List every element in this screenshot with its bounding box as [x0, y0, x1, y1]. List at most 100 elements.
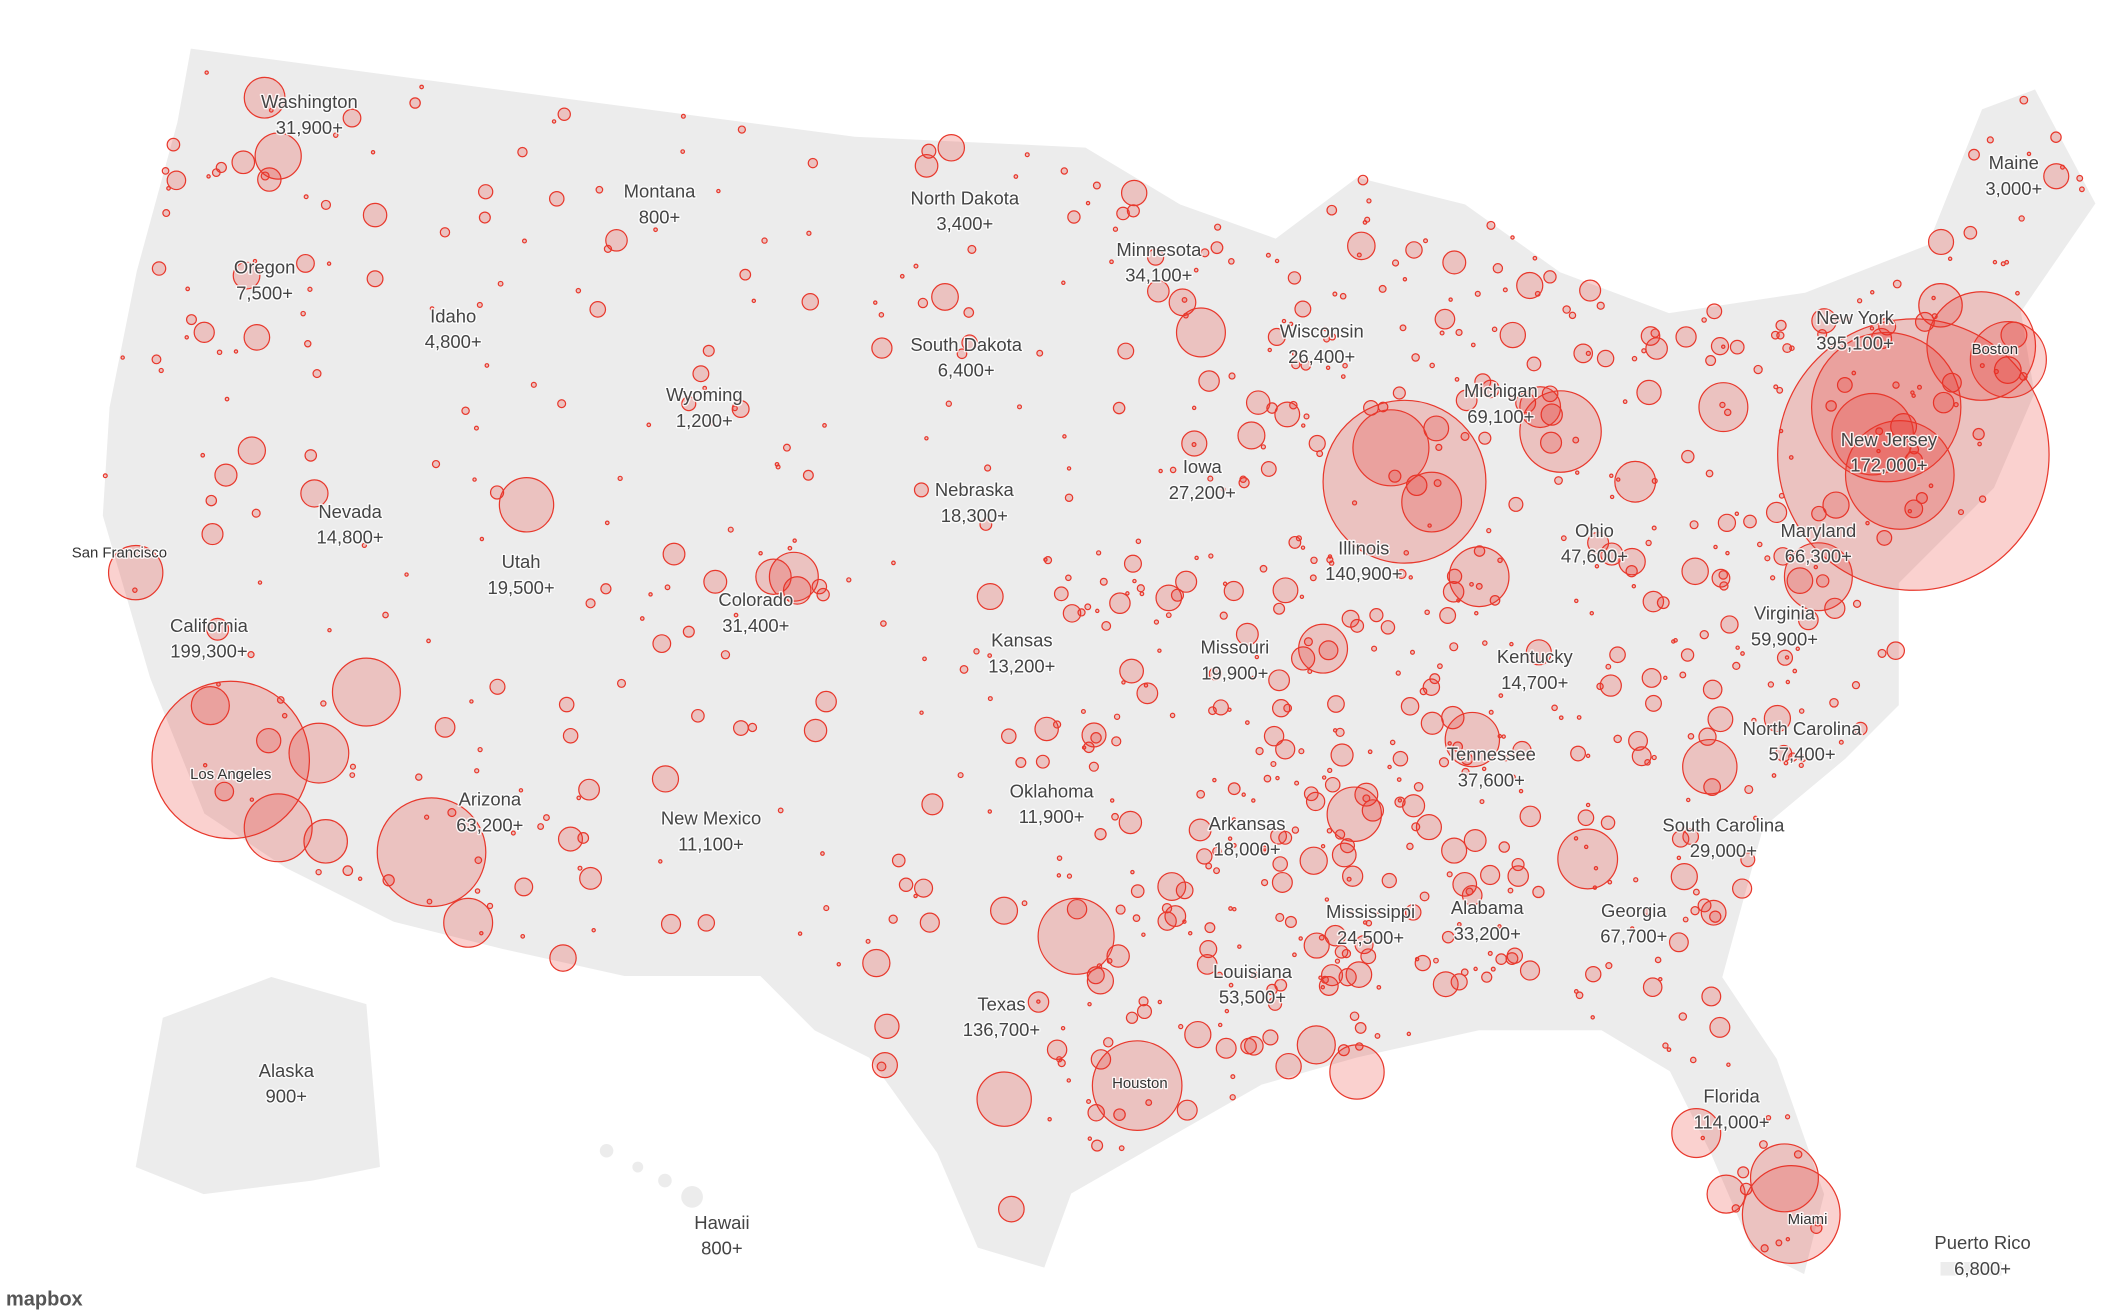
state-count: 114,000+ — [1694, 1111, 1770, 1132]
bubble — [1300, 545, 1306, 550]
bubble — [184, 335, 189, 340]
state-count: 18,000+ — [1213, 839, 1280, 860]
bubble — [945, 400, 953, 407]
bubble — [874, 1013, 900, 1039]
bubble — [1473, 545, 1486, 557]
bubble — [1770, 330, 1780, 340]
bubble — [233, 349, 239, 354]
bubble — [802, 469, 814, 481]
bubble — [1213, 867, 1221, 875]
bubble — [1251, 798, 1256, 803]
bubble — [1441, 837, 1468, 864]
bubble — [1721, 344, 1726, 349]
bubble — [1481, 766, 1487, 772]
bubble — [1229, 1094, 1236, 1101]
bubble — [231, 150, 256, 175]
bubble — [1310, 556, 1318, 565]
bubble — [1235, 622, 1259, 646]
bubble — [1027, 991, 1050, 1013]
bubble — [956, 348, 968, 360]
state-name: Florida — [1703, 1086, 1760, 1107]
bubble — [1442, 250, 1467, 275]
bubble — [653, 227, 658, 233]
bubble — [1689, 520, 1699, 530]
bubble — [1498, 841, 1511, 853]
bubble — [1241, 792, 1246, 797]
bubble — [1357, 174, 1369, 186]
bubble — [1795, 646, 1800, 652]
bubble — [288, 722, 350, 784]
bubble — [1585, 753, 1591, 759]
bubble — [959, 664, 969, 674]
bubble — [1622, 399, 1628, 405]
bubble — [702, 344, 715, 357]
bubble — [1877, 648, 1887, 658]
bubble — [1270, 827, 1288, 845]
bubble — [484, 363, 490, 368]
bubble — [1825, 400, 1837, 412]
bubble — [1345, 961, 1373, 988]
bubble — [1851, 370, 1857, 376]
bubble — [1481, 379, 1500, 399]
bubble — [1329, 1044, 1385, 1100]
bubble — [520, 933, 526, 939]
state-count: 27,200+ — [1169, 482, 1236, 503]
bubble — [1408, 575, 1413, 580]
hawaii — [599, 1143, 703, 1208]
bubble — [1509, 641, 1514, 647]
bubble — [747, 722, 758, 733]
bubble — [1682, 828, 1700, 845]
bubble — [1869, 326, 1875, 331]
bubble — [1350, 618, 1365, 633]
bubble — [658, 859, 663, 864]
bubble — [1303, 413, 1310, 420]
bubble — [216, 349, 223, 356]
bubble — [1651, 754, 1657, 761]
bubble — [423, 814, 430, 820]
bubble — [300, 310, 306, 317]
bubble — [1404, 903, 1422, 921]
bubble — [1740, 651, 1745, 656]
bubble — [1759, 1140, 1768, 1149]
state-name: Wisconsin — [1280, 320, 1364, 341]
bubble — [1473, 966, 1478, 972]
state-name: Texas — [977, 993, 1025, 1014]
bubble — [1474, 290, 1481, 297]
bubble — [1836, 377, 1853, 393]
bubble — [1272, 856, 1288, 872]
bubble — [1650, 328, 1660, 338]
bubble — [755, 558, 792, 595]
bubble — [2015, 290, 2020, 296]
bubble — [1909, 444, 1920, 455]
state-name: North Dakota — [911, 187, 1020, 208]
bubble — [1590, 1015, 1595, 1020]
bubble — [1575, 470, 1580, 475]
bubble — [1501, 734, 1506, 739]
bubble — [1969, 320, 2047, 399]
bubble — [312, 369, 322, 379]
state-count: 19,900+ — [1201, 662, 1268, 683]
bubble — [537, 823, 545, 831]
bubble — [998, 1195, 1025, 1223]
bubble — [913, 482, 929, 498]
city-name: Houston — [1112, 1075, 1168, 1092]
bubble — [361, 542, 368, 549]
bubble — [206, 617, 230, 641]
bubble — [161, 166, 170, 175]
bubble — [1328, 333, 1337, 341]
state-count: 57,400+ — [1769, 744, 1836, 765]
bubble — [1158, 468, 1163, 474]
bubble — [1486, 527, 1492, 534]
bubble — [1387, 764, 1392, 770]
bubble — [1486, 220, 1496, 230]
bubble — [1734, 511, 1740, 516]
bubble — [1498, 693, 1504, 698]
bubble — [1707, 706, 1734, 733]
bubble — [1294, 300, 1312, 318]
bubble — [1324, 897, 1330, 902]
bubble — [1090, 732, 1102, 744]
bubble — [1706, 1174, 1746, 1214]
bubble — [579, 866, 603, 890]
bubble — [1046, 1039, 1068, 1061]
bubble — [1764, 555, 1771, 562]
